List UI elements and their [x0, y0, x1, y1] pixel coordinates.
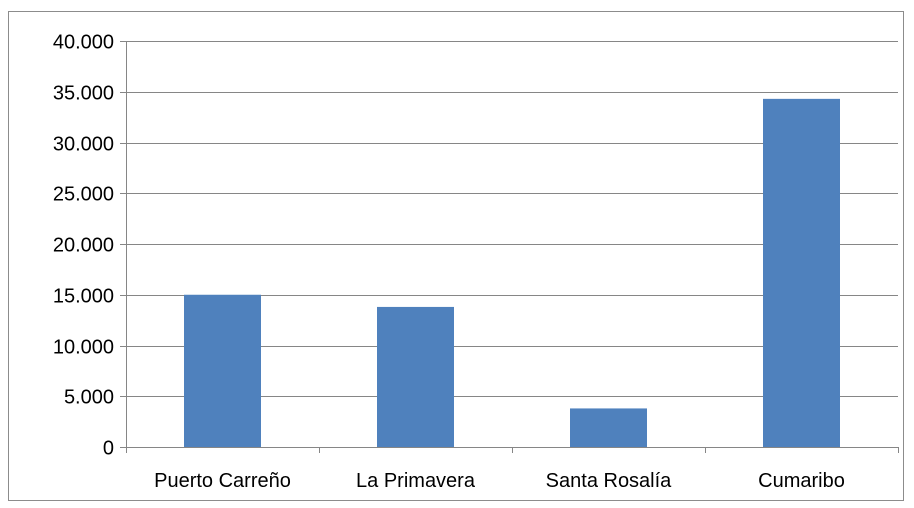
bars — [184, 98, 840, 447]
y-tick-label: 0 — [103, 438, 114, 460]
y-tick-label: 5.000 — [64, 387, 114, 409]
bar — [184, 294, 261, 447]
bar — [763, 98, 840, 447]
x-category-label: La Primavera — [356, 470, 476, 492]
bar — [570, 408, 647, 447]
x-category-label: Santa Rosalía — [546, 470, 673, 492]
x-category-labels: Puerto Carreño La Primavera Santa Rosalía C… — [154, 470, 845, 492]
y-tick-label: 15.000 — [53, 286, 114, 308]
y-tick-label: 20.000 — [53, 235, 114, 257]
x-category-label: Puerto Carreño — [154, 470, 291, 492]
bar — [377, 306, 454, 447]
axes — [120, 41, 899, 453]
y-tick-label: 10.000 — [53, 337, 114, 359]
y-tick-label: 25.000 — [53, 184, 114, 206]
y-tick-label: 40.000 — [53, 32, 114, 54]
y-tick-label: 30.000 — [53, 134, 114, 156]
y-tick-labels: 0 5.000 10.000 15.000 20.000 25.000 30.000 35.0… — [53, 32, 114, 460]
y-tick-label: 35.000 — [53, 83, 114, 105]
x-category-label: Cumaribo — [758, 470, 845, 492]
